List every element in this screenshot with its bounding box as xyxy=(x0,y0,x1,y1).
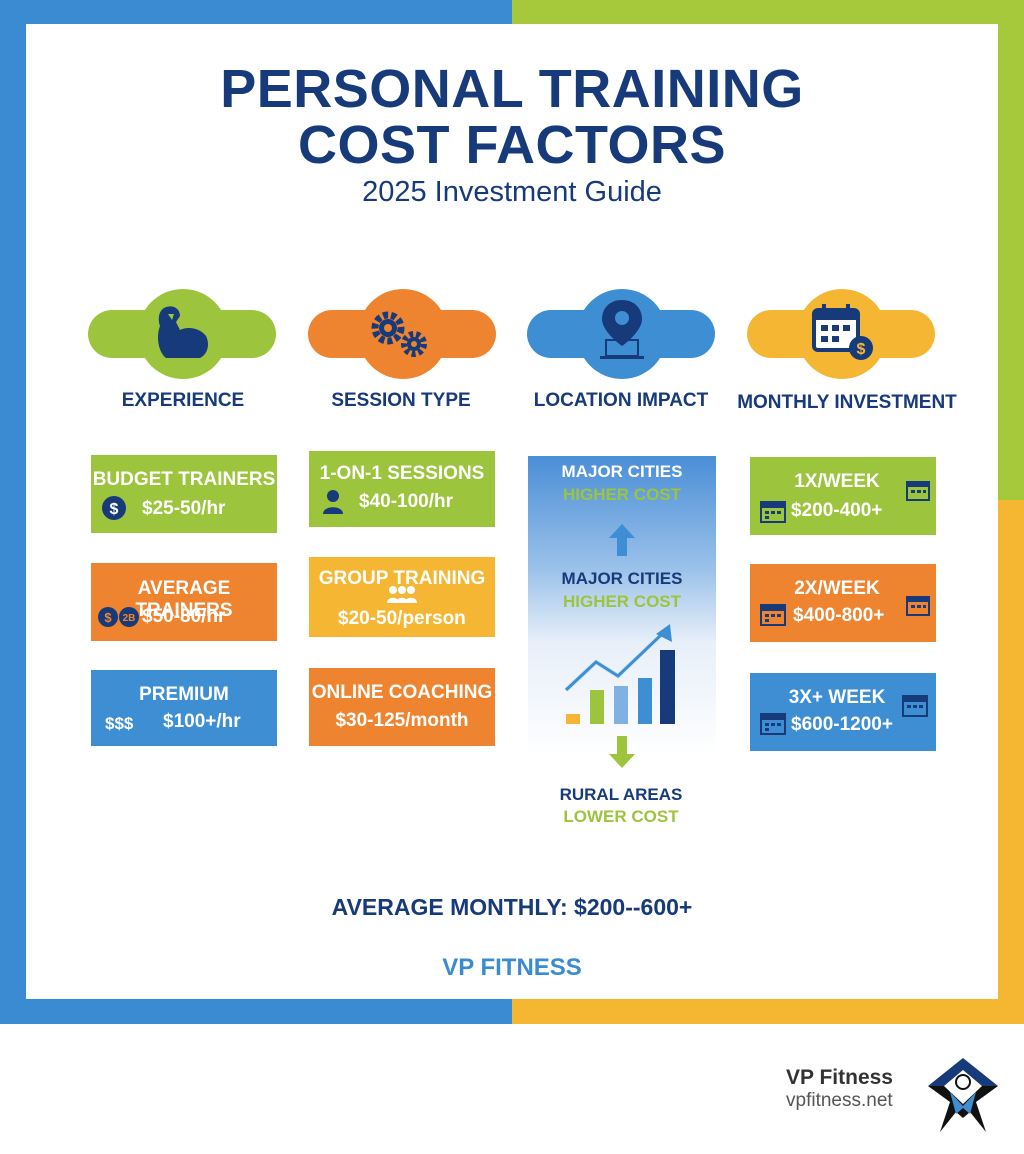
coins-icon: $ 2B xyxy=(98,607,139,627)
person-icon xyxy=(323,490,343,514)
session-card-online: ONLINE COACHING $30-125/month xyxy=(309,668,495,746)
card-price: $25-50/hr xyxy=(142,498,226,519)
title-line-2: COST FACTORS xyxy=(297,115,727,175)
card-title: BUDGET TRAINERS xyxy=(92,469,276,490)
experience-card-premium: PREMIUM $$$ $100+/hr xyxy=(91,670,277,746)
card-price: $200-400+ xyxy=(791,500,883,521)
calendar-icon xyxy=(902,695,928,717)
group-people-icon xyxy=(387,586,417,603)
calendar-icon xyxy=(760,713,786,735)
column-header-experience: EXPERIENCE xyxy=(121,390,245,411)
footer-url[interactable]: vpfitness.net xyxy=(786,1090,893,1111)
arrow-up-icon xyxy=(609,524,635,556)
svg-text:$: $ xyxy=(110,501,119,518)
card-title: 1X/WEEK xyxy=(794,471,880,492)
location-mid-label: MAJOR CITIES xyxy=(561,569,683,588)
growth-chart-icon xyxy=(564,624,675,724)
footer-brand-name: VP Fitness xyxy=(786,1066,893,1089)
session-card-group: GROUP TRAINING $20-50/person xyxy=(309,557,495,637)
location-mid-sub: HIGHER COST xyxy=(562,592,682,611)
brand-name: VP FITNESS xyxy=(442,954,582,981)
premium-dollar-signs: $$$ xyxy=(105,714,134,733)
location-top-sub: HIGHER COST xyxy=(562,485,682,504)
experience-card-budget: BUDGET TRAINERS $ $25-50/hr xyxy=(91,455,277,533)
card-price: $100+/hr xyxy=(163,711,241,732)
location-top-label: MAJOR CITIES xyxy=(561,462,683,481)
svg-text:$: $ xyxy=(857,341,866,358)
title-line-1: PERSONAL TRAINING xyxy=(220,59,804,119)
calendar-icon xyxy=(906,481,930,501)
subtitle: 2025 Investment Guide xyxy=(362,176,662,208)
card-title: 3X+ WEEK xyxy=(788,687,886,708)
infographic-frame: PERSONAL TRAINING COST FACTORS 2025 Inve… xyxy=(0,0,1024,1024)
svg-text:$: $ xyxy=(104,610,112,625)
arrow-down-icon xyxy=(609,736,635,768)
average-monthly-summary: AVERAGE MONTHLY: $200--600+ xyxy=(331,894,693,920)
card-price: $400-800+ xyxy=(793,605,885,626)
calendar-dollar-icon: $ xyxy=(812,304,873,360)
vp-fitness-logo-icon xyxy=(928,1058,998,1132)
card-price: $600-1200+ xyxy=(791,714,893,735)
card-title: GROUP TRAINING xyxy=(318,568,486,589)
calendar-icon xyxy=(760,604,786,626)
gears-icon xyxy=(371,311,427,357)
card-title: ONLINE COACHING xyxy=(311,682,493,703)
location-impact-panel: MAJOR CITIES HIGHER COST MAJOR CITIES HI… xyxy=(528,456,716,768)
card-price: $20-50/person xyxy=(338,608,466,629)
calendar-icon xyxy=(760,501,786,523)
monthly-card-3x: 3X+ WEEK $600-1200+ xyxy=(750,673,936,751)
column-header-location: LOCATION IMPACT xyxy=(533,390,709,411)
location-bottom-label: RURAL AREAS xyxy=(559,785,683,804)
map-pin-icon xyxy=(600,300,644,359)
flexed-arm-icon xyxy=(158,306,208,358)
monthly-card-1x: 1X/WEEK $200-400+ xyxy=(750,457,936,535)
monthly-card-2x: 2X/WEEK $400-800+ xyxy=(750,564,936,642)
calendar-icon xyxy=(906,596,930,616)
card-price: $30-125/month xyxy=(335,710,469,731)
card-title: 1-ON-1 SESSIONS xyxy=(319,463,485,484)
svg-text:2B: 2B xyxy=(123,613,136,624)
location-bottom-sub: LOWER COST xyxy=(563,807,679,826)
experience-card-average: AVERAGE TRAINERS $ 2B $50-80/hr xyxy=(91,563,277,641)
session-card-one-on-one: 1-ON-1 SESSIONS $40-100/hr xyxy=(309,451,495,527)
column-header-monthly: MONTHLY INVESTMENT xyxy=(737,392,957,413)
card-title: AVERAGE TRAINERS xyxy=(135,578,233,621)
card-title: 2X/WEEK xyxy=(794,578,880,599)
card-title: PREMIUM xyxy=(139,684,229,705)
dollar-coin-icon: $ xyxy=(102,496,126,520)
card-price: $40-100/hr xyxy=(359,491,454,512)
card-price: $50-80/hr xyxy=(142,606,226,627)
column-header-session-type: SESSION TYPE xyxy=(331,390,471,411)
